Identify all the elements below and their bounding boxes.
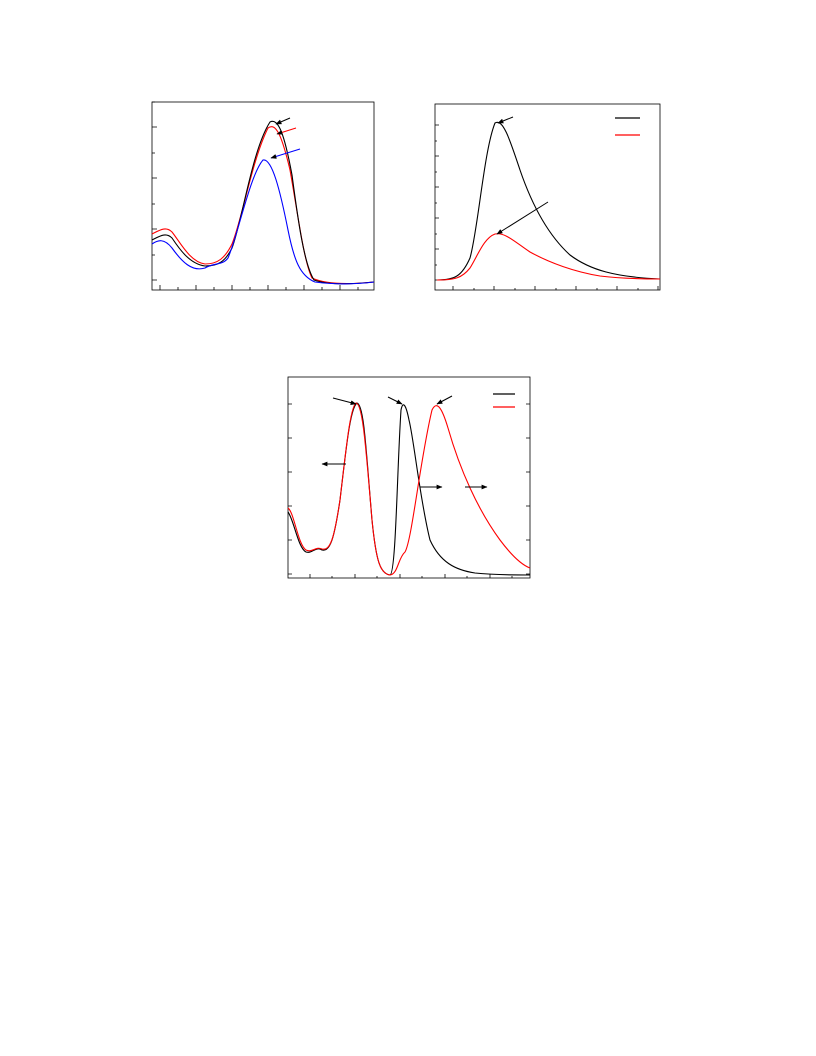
curve — [436, 233, 661, 281]
plot-frame — [151, 101, 375, 291]
curve — [151, 126, 375, 285]
y-ticks — [152, 101, 157, 281]
curve — [436, 121, 661, 281]
arrow — [276, 127, 297, 135]
arrow — [436, 395, 453, 405]
curve — [287, 402, 531, 576]
x-ticks — [309, 574, 513, 578]
plot-frame — [434, 103, 661, 291]
plot-frame — [287, 376, 531, 579]
arrow — [387, 396, 403, 405]
panel-b — [434, 103, 661, 291]
curve — [151, 159, 375, 285]
arrow — [497, 116, 514, 124]
x-ticks — [159, 285, 359, 290]
arrow — [332, 397, 357, 405]
arrow — [275, 117, 291, 125]
y-ticks — [435, 124, 439, 281]
panel-a — [151, 101, 375, 291]
y-ticks — [288, 403, 530, 575]
curve — [151, 120, 375, 285]
panel-c — [287, 376, 531, 579]
arrow — [270, 148, 301, 159]
x-ticks — [452, 286, 659, 290]
arrow — [496, 201, 549, 235]
